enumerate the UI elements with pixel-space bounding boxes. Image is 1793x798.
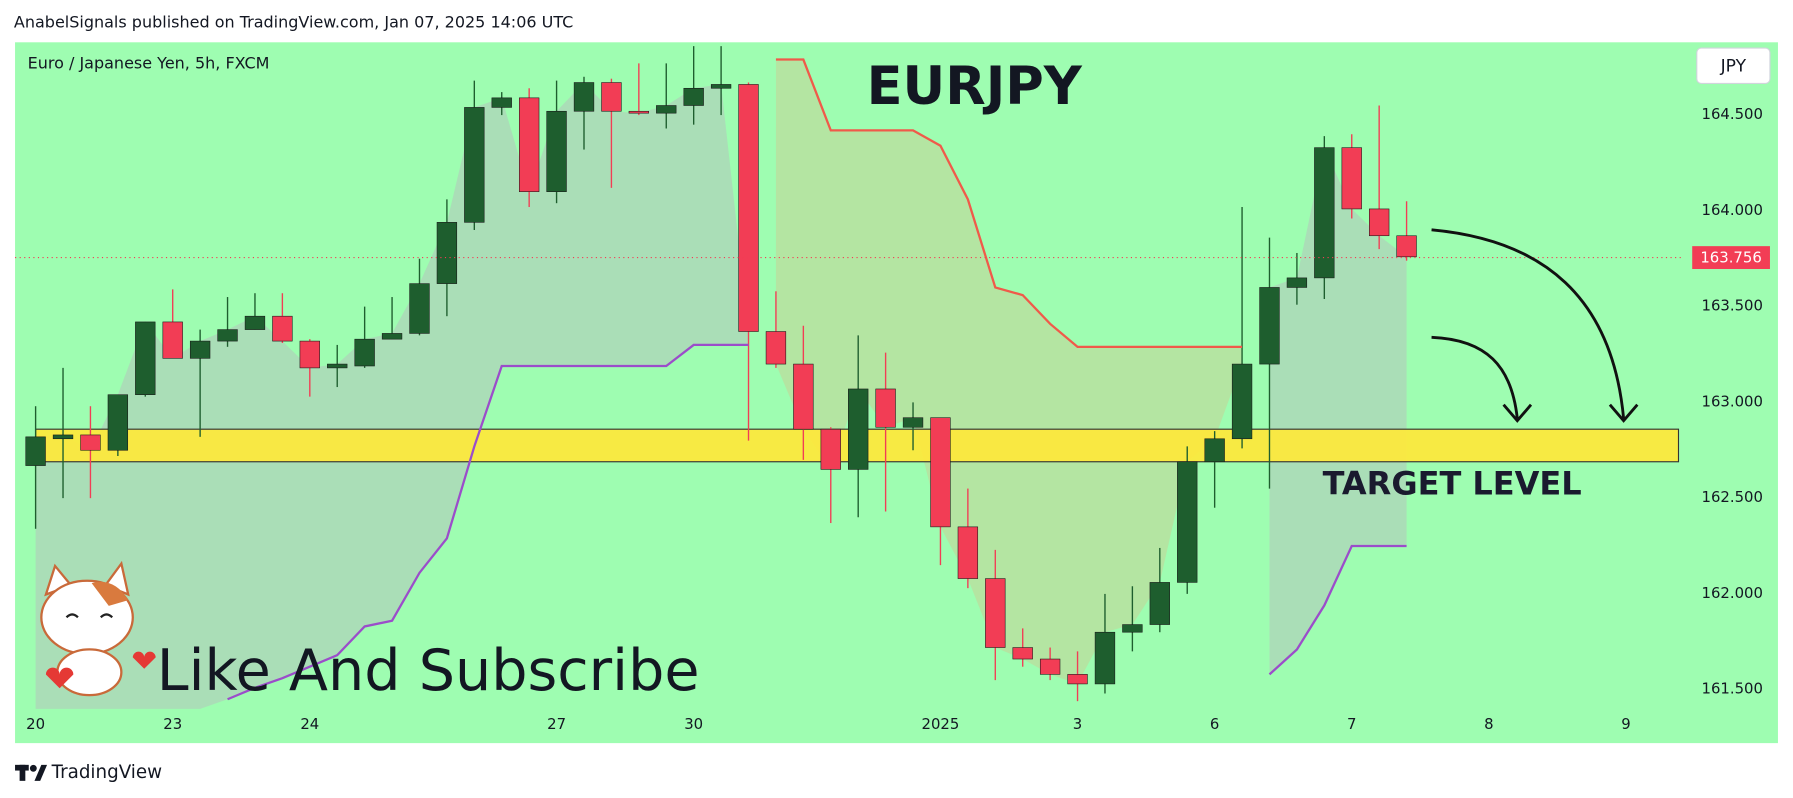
currency-box: [1696, 47, 1771, 85]
x-tick-label: 27: [547, 715, 566, 733]
candle-body: [985, 578, 1006, 648]
candle-body: [902, 417, 924, 428]
y-tick-label: 163.000: [1702, 392, 1763, 410]
candle-body: [1369, 208, 1390, 237]
candle-body: [189, 340, 211, 359]
candle-body: [327, 363, 348, 369]
candle-body: [299, 340, 320, 369]
candle-body: [491, 97, 512, 108]
candle-body: [244, 315, 266, 330]
candle-body: [1122, 624, 1143, 633]
y-tick-label: 161.500: [1702, 680, 1763, 698]
x-tick-label: 2025: [922, 715, 960, 733]
candle-body: [436, 222, 458, 284]
candle-body: [1149, 582, 1170, 625]
x-tick-label: 9: [1621, 715, 1630, 733]
currency: JPY: [1720, 56, 1747, 76]
indicator-lines: [227, 58, 1407, 701]
indicator-line: [775, 58, 1243, 348]
candle-body: [1039, 658, 1061, 675]
candle-body: [1012, 647, 1033, 660]
x-tick-label: 30: [684, 715, 703, 733]
arrow: [1431, 228, 1626, 419]
candle-body: [1314, 147, 1335, 279]
candle-body: [519, 97, 540, 192]
chart-title: EURJPY: [867, 56, 1083, 117]
candle-body: [272, 315, 293, 342]
subtitle: Euro / Japanese Yen, 5h, FXCM: [28, 54, 270, 73]
candle-body: [1259, 287, 1280, 365]
plot-background: [15, 42, 1778, 744]
candle-body: [1094, 631, 1116, 685]
candle-body: [820, 428, 841, 470]
candle-body: [107, 394, 129, 451]
candle-body: [1286, 277, 1308, 288]
candle-body: [738, 84, 759, 332]
candle-body: [1341, 147, 1362, 210]
candle-body: [354, 338, 375, 367]
x-tick-label: 23: [163, 715, 182, 733]
candle-body: [381, 333, 403, 340]
candle-body: [546, 110, 567, 192]
cat-sticker: [40, 560, 156, 697]
publisher: AnabelSignals published on TradingView.c…: [14, 12, 573, 31]
candle-body: [464, 107, 485, 223]
labels: TARGET LEVEL 163.756 161.500 162.000 162.500…: [15, 105, 1770, 733]
candle-body: [656, 105, 677, 114]
candle-body: [793, 363, 814, 430]
candle-body: [52, 434, 74, 440]
y-tick-label: 162.500: [1702, 488, 1763, 506]
x-tick-label: 7: [1347, 715, 1356, 733]
arrow-head: [1608, 403, 1639, 423]
y-tick-label: 163.500: [1702, 297, 1763, 315]
x-tick-label: 24: [300, 715, 319, 733]
candle-body: [1231, 363, 1253, 440]
candle-body: [573, 82, 595, 112]
indicator-line: [227, 343, 1407, 701]
x-tick-label: 8: [1484, 715, 1493, 733]
last-price-label: 163.756: [1700, 249, 1761, 267]
candle-body: [80, 434, 101, 451]
x-tick-label: 20: [26, 715, 45, 733]
arrow: [1431, 335, 1519, 419]
brand: TradingView: [51, 762, 163, 783]
candle-body: [1204, 438, 1225, 463]
candle-body: [875, 388, 896, 428]
candle-body: [601, 82, 622, 112]
candle-body: [930, 417, 951, 528]
x-tick-label: 3: [1073, 715, 1082, 733]
candle-body: [628, 110, 649, 114]
candle-body: [1177, 461, 1198, 583]
candle-body: [683, 87, 704, 106]
candle-body: [135, 321, 156, 396]
annotation: Like And Subscribe: [157, 638, 700, 704]
candle-body: [957, 526, 979, 579]
candle-body: [217, 329, 238, 342]
y-tick-label: 164.000: [1702, 201, 1763, 219]
target-label: TARGET LEVEL: [1323, 465, 1582, 503]
candles: [25, 46, 1417, 702]
cloud: [775, 59, 1243, 684]
x-tick-label: 6: [1210, 715, 1219, 733]
y-tick-label: 162.000: [1702, 584, 1763, 602]
y-tick-label: 164.500: [1702, 105, 1763, 123]
candle-body: [848, 388, 869, 470]
candle-body: [25, 436, 46, 466]
candle-body: [409, 283, 430, 334]
candle-body: [710, 84, 732, 89]
cloud: [35, 82, 749, 709]
last-price-box: [1692, 246, 1770, 270]
candle-body: [162, 321, 183, 359]
candle-body: [765, 331, 787, 365]
arrow-head: [1502, 403, 1533, 423]
brand-logo: [15, 764, 48, 781]
candle-body: [1396, 235, 1417, 258]
candle-body: [1067, 674, 1088, 685]
